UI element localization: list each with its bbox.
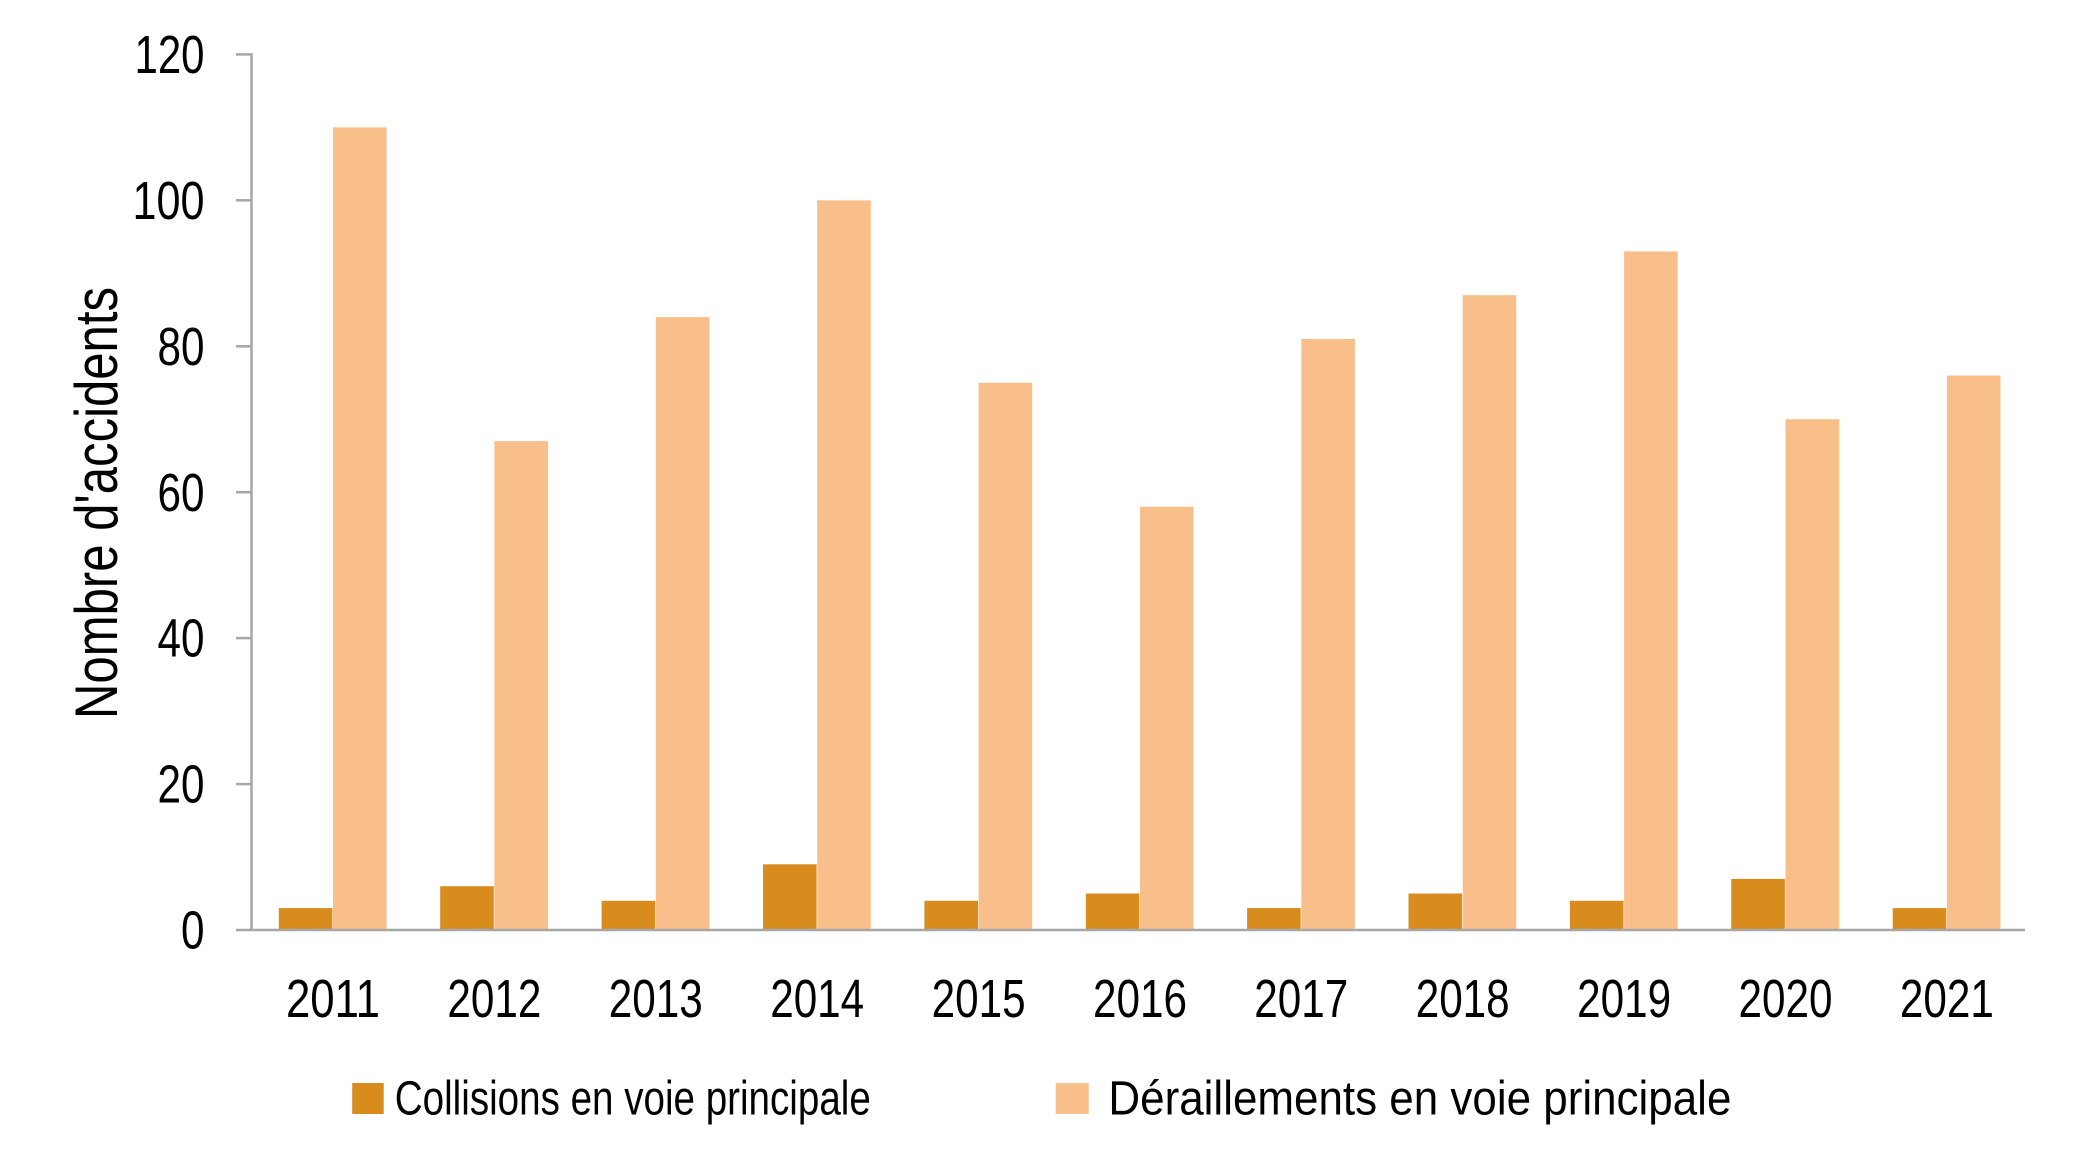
svg-text:Collisions en voie principale: Collisions en voie principale [395,1072,871,1126]
svg-text:60: 60 [158,463,205,523]
svg-text:2018: 2018 [1416,969,1510,1029]
svg-text:2013: 2013 [609,969,703,1029]
svg-text:2012: 2012 [447,969,541,1029]
svg-text:2015: 2015 [932,969,1026,1029]
svg-text:Nombre d'accidents: Nombre d'accidents [63,287,130,719]
svg-text:20: 20 [158,755,205,815]
svg-text:2021: 2021 [1900,969,1994,1029]
svg-text:80: 80 [158,317,205,377]
svg-text:Déraillements en voie principa: Déraillements en voie principale [1108,1072,1731,1126]
svg-text:120: 120 [135,25,205,85]
svg-text:100: 100 [133,171,205,231]
svg-text:40: 40 [158,609,205,669]
svg-text:2020: 2020 [1739,969,1833,1029]
svg-text:0: 0 [181,901,205,961]
svg-text:2011: 2011 [286,969,380,1029]
svg-text:2019: 2019 [1577,969,1671,1029]
svg-text:2016: 2016 [1093,969,1187,1029]
svg-text:2017: 2017 [1254,969,1348,1029]
svg-text:2014: 2014 [770,969,864,1029]
